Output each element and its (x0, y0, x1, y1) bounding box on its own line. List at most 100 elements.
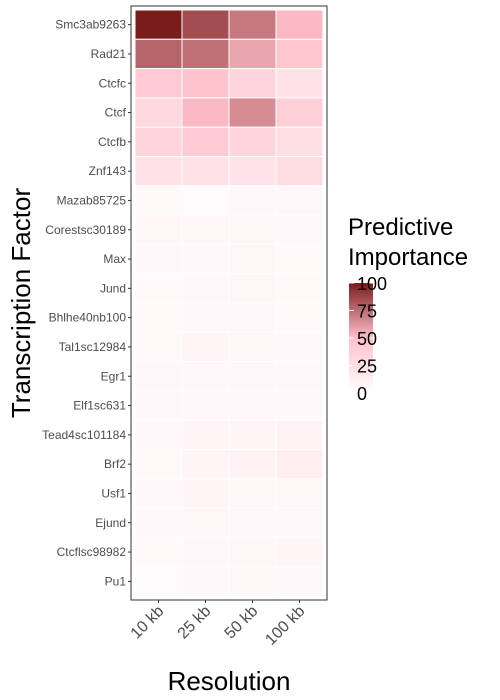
heatmap-cell (228, 68, 277, 99)
heatmap-cell (181, 214, 230, 245)
heatmap-cell (228, 38, 277, 70)
heatmap-cell (275, 390, 324, 421)
y-tick-label: Bhlhe40nb100 (49, 311, 127, 325)
heatmap-cell (181, 478, 230, 509)
heatmap-cell (275, 126, 324, 157)
heatmap-cell (228, 185, 277, 216)
heatmap-cell (228, 390, 277, 421)
heatmap-cell (134, 390, 183, 421)
y-tick-label: Tal1sc12984 (59, 340, 127, 354)
heatmap-cell (181, 38, 230, 70)
heatmap-cell (228, 536, 277, 568)
heatmap-cell (181, 156, 230, 187)
heatmap-cell (181, 9, 230, 40)
y-tick-label: Tead4sc101184 (42, 428, 126, 442)
y-tick-label: Egr1 (101, 369, 127, 383)
y-tick-label: Brf2 (104, 457, 126, 471)
legend-tick-label: 100 (357, 274, 387, 294)
heatmap-cell (181, 185, 230, 216)
legend-tick-label: 75 (357, 302, 377, 322)
y-tick-label: Usf1 (101, 486, 126, 500)
x-tick-label: 100 kb (262, 603, 308, 649)
heatmap-cell (181, 68, 230, 99)
heatmap-cell (228, 97, 277, 128)
heatmap-cell (181, 97, 230, 128)
y-tick-label: Mazab85725 (57, 193, 127, 207)
heatmap-cell (134, 9, 183, 40)
heatmap-cell (275, 38, 324, 70)
y-tick-label: Smc3ab9263 (55, 18, 126, 32)
heatmap-cell (228, 273, 277, 304)
heatmap-cell (228, 507, 277, 538)
heatmap-cell (134, 156, 183, 187)
y-tick-label: Max (103, 252, 126, 266)
legend-tick-label: 50 (357, 329, 377, 349)
heatmap-cell (134, 331, 183, 363)
heatmap-cell (134, 419, 183, 451)
x-tick-label: 50 kb (222, 603, 262, 643)
heatmap-cell (228, 214, 277, 245)
heatmap-cell (275, 478, 324, 509)
y-tick-label: Ctcflsc98982 (57, 545, 127, 559)
heatmap-cell (275, 214, 324, 245)
heatmap-cell (275, 361, 324, 392)
heatmap-cell (228, 361, 277, 392)
heatmap-cell (181, 566, 230, 597)
heatmap-cell (275, 536, 324, 568)
heatmap-cell (181, 536, 230, 568)
heatmap-cell (134, 38, 183, 70)
heatmap-cell (181, 302, 230, 333)
heatmap-cell (134, 302, 183, 333)
heatmap-cell (134, 566, 183, 597)
y-tick-label: Ejund (95, 516, 126, 530)
y-tick-label: Corestsc30189 (45, 223, 126, 237)
legend-tick-label: 25 (357, 357, 377, 377)
y-tick-label: Elf1sc631 (73, 399, 126, 413)
heatmap-cell (134, 361, 183, 392)
heatmap-cell (134, 68, 183, 99)
heatmap-cell (228, 302, 277, 333)
heatmap-cell (228, 566, 277, 597)
y-tick-label: Ctcfc (99, 76, 126, 90)
legend-title-line2: Importance (348, 244, 468, 271)
y-tick-label: Znf143 (89, 164, 127, 178)
heatmap-cell (275, 507, 324, 538)
heatmap-cell (134, 243, 183, 275)
heatmap-cell (228, 9, 277, 40)
y-tick-label: Jund (100, 281, 126, 295)
heatmap-cell (181, 507, 230, 538)
heatmap-cell (275, 331, 324, 363)
heatmap-cell (181, 331, 230, 363)
heatmap-cell (134, 507, 183, 538)
heatmap-cell (134, 214, 183, 245)
heatmap-cell (181, 390, 230, 421)
heatmap-cell (228, 331, 277, 363)
heatmap-cell (275, 566, 324, 597)
heatmap-cell (181, 419, 230, 451)
heatmap-cell (181, 273, 230, 304)
heatmap-cell (275, 9, 324, 40)
heatmap-cell (134, 449, 183, 480)
heatmap-cell (228, 419, 277, 451)
y-axis-title: Transcription Factor (6, 188, 36, 419)
y-tick-label: Ctcf (105, 106, 127, 120)
heatmap-cell (134, 478, 183, 509)
y-tick-label: Rad21 (91, 47, 127, 61)
heatmap-cell (181, 243, 230, 275)
heatmap-cell (134, 185, 183, 216)
heatmap-cell (275, 302, 324, 333)
heatmap-cell (181, 361, 230, 392)
legend-tick-label: 0 (357, 384, 367, 404)
heatmap-cell (275, 243, 324, 275)
heatmap-cell (134, 97, 183, 128)
y-tick-label: Pu1 (105, 574, 127, 588)
heatmap-cell (228, 126, 277, 157)
heatmap-cell (275, 273, 324, 304)
x-tick-label: 10 kb (128, 603, 168, 643)
heatmap-cell (228, 243, 277, 275)
heatmap-cell (275, 97, 324, 128)
heatmap-cell (228, 449, 277, 480)
heatmap-cell (134, 273, 183, 304)
heatmap-cell (181, 449, 230, 480)
